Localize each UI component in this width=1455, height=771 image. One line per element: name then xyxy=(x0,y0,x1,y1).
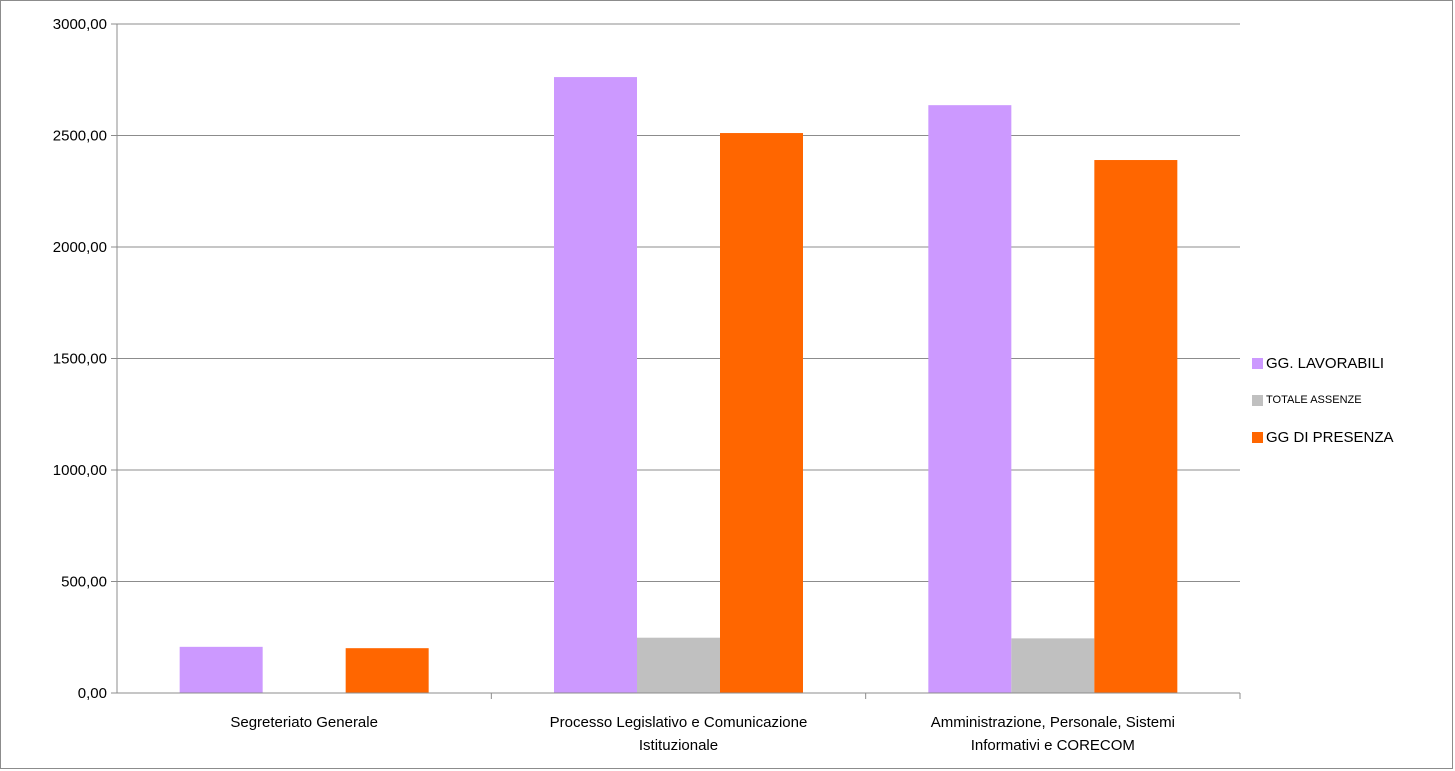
x-category-label: Informativi e CORECOM xyxy=(971,737,1135,754)
legend-item-totale-assenze: TOTALE ASSENZE xyxy=(1252,391,1394,409)
axes xyxy=(111,23,1241,699)
x-category-label: Istituzionale xyxy=(639,737,718,754)
legend-swatch-gg-lavorabili xyxy=(1252,357,1263,369)
legend-swatch-totale-assenze xyxy=(1252,394,1263,406)
bar-gg-di-presenza xyxy=(345,648,429,693)
bar-gg-di-presenza xyxy=(1094,160,1178,693)
x-axis-category-labels: Segreteriato Generale Processo Legislativ… xyxy=(230,714,1175,754)
bar-gg-lavorabili xyxy=(928,105,1012,693)
gridlines xyxy=(117,23,1240,582)
y-tick-label: 1000,00 xyxy=(53,462,107,479)
legend-swatch-gg-di-presenza xyxy=(1252,431,1263,443)
legend: GG. LAVORABILI TOTALE ASSENZE GG DI PRES… xyxy=(1252,354,1394,465)
bar-totale-assenze xyxy=(637,637,720,693)
y-tick-label: 0,00 xyxy=(78,685,107,702)
x-category-label: Segreteriato Generale xyxy=(230,714,378,731)
legend-label-gg-di-presenza: GG DI PRESENZA xyxy=(1266,428,1394,446)
y-axis-tick-labels: 0,00 500,00 1000,00 1500,00 2000,00 2500,00 30… xyxy=(53,16,107,702)
legend-item-gg-lavorabili: GG. LAVORABILI xyxy=(1252,354,1394,372)
bars xyxy=(179,77,1178,694)
legend-item-gg-di-presenza: GG DI PRESENZA xyxy=(1252,428,1394,446)
y-tick-label: 3000,00 xyxy=(53,16,107,33)
bar-totale-assenze xyxy=(1011,638,1095,693)
y-tick-label: 2500,00 xyxy=(53,128,107,145)
y-tick-label: 2000,00 xyxy=(53,239,107,256)
legend-label-gg-lavorabili: GG. LAVORABILI xyxy=(1266,354,1385,372)
bar-gg-lavorabili xyxy=(554,77,637,694)
bar-gg-di-presenza xyxy=(720,133,803,693)
bar-gg-lavorabili xyxy=(179,646,263,693)
y-tick-label: 500,00 xyxy=(61,574,107,591)
x-category-label: Amministrazione, Personale, Sistemi xyxy=(931,714,1175,731)
legend-label-totale-assenze: TOTALE ASSENZE xyxy=(1266,394,1362,406)
x-category-label: Processo Legislativo e Comunicazione xyxy=(550,714,808,731)
y-tick-label: 1500,00 xyxy=(53,351,107,368)
